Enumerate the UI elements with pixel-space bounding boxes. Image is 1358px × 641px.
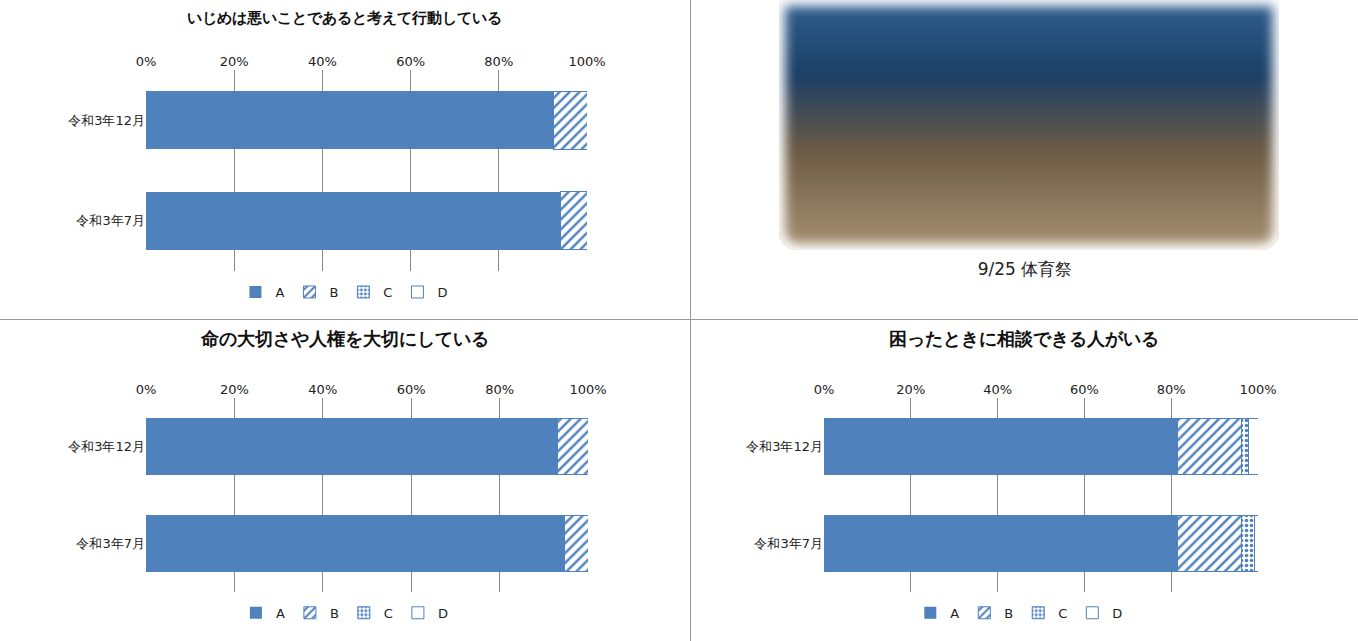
svg-text:令和3年12月: 令和3年12月 [746, 439, 823, 454]
svg-text:A: A [276, 606, 285, 621]
svg-text:40%: 40% [983, 382, 1012, 397]
svg-text:100%: 100% [1239, 382, 1276, 397]
svg-text:60%: 60% [397, 382, 426, 397]
svg-text:20%: 20% [896, 382, 925, 397]
svg-text:B: B [329, 285, 338, 300]
svg-text:100%: 100% [568, 54, 605, 69]
svg-text:0%: 0% [814, 382, 835, 397]
svg-text:100%: 100% [569, 382, 606, 397]
svg-text:D: D [438, 606, 448, 621]
svg-text:令和3年12月: 令和3年12月 [68, 113, 145, 128]
svg-text:いじめは悪いことであると考えて行動している: いじめは悪いことであると考えて行動している [187, 9, 502, 27]
svg-text:60%: 60% [1070, 382, 1099, 397]
svg-text:C: C [384, 606, 393, 621]
html-text:9/25 体育祭: 9/25 体育祭 [977, 259, 1073, 279]
svg-text:A: A [950, 606, 959, 621]
svg-text:80%: 80% [485, 382, 514, 397]
svg-text:A: A [275, 285, 284, 300]
svg-text:B: B [1004, 606, 1013, 621]
svg-text:令和3年7月: 令和3年7月 [754, 536, 823, 551]
svg-text:令和3年7月: 令和3年7月 [76, 213, 145, 228]
svg-text:40%: 40% [308, 382, 337, 397]
svg-text:20%: 20% [220, 382, 249, 397]
svg-text:B: B [330, 606, 339, 621]
svg-text:令和3年12月: 令和3年12月 [68, 439, 145, 454]
svg-text:C: C [383, 285, 392, 300]
svg-text:命の大切さや人権を大切にしている: 命の大切さや人権を大切にしている [200, 328, 489, 349]
svg-text:0%: 0% [136, 382, 157, 397]
svg-text:令和3年7月: 令和3年7月 [76, 536, 145, 551]
svg-text:40%: 40% [308, 54, 337, 69]
svg-text:困ったときに相談できる人がいる: 困ったときに相談できる人がいる [889, 328, 1159, 349]
svg-text:60%: 60% [396, 54, 425, 69]
svg-text:D: D [1112, 606, 1122, 621]
svg-text:20%: 20% [220, 54, 249, 69]
svg-text:D: D [437, 285, 447, 300]
svg-text:80%: 80% [1157, 382, 1186, 397]
svg-text:0%: 0% [136, 54, 157, 69]
svg-text:C: C [1058, 606, 1067, 621]
svg-text:80%: 80% [484, 54, 513, 69]
